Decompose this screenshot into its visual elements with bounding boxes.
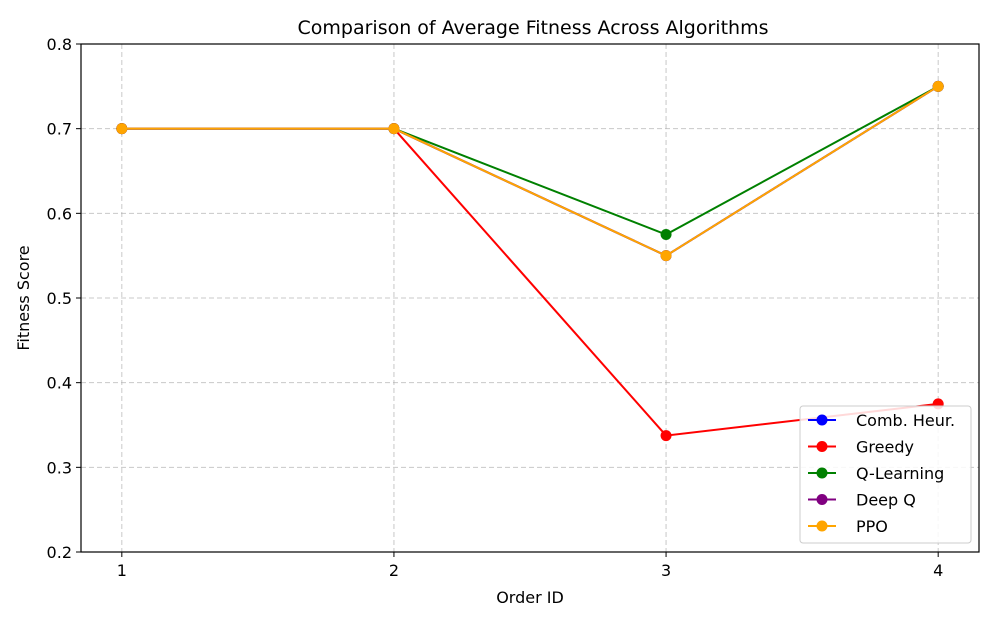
legend-box — [799, 405, 972, 544]
series-comb-heur — [116, 80, 944, 262]
series-line — [121, 85, 939, 257]
legend-label: Greedy — [856, 438, 914, 457]
series-line — [121, 85, 939, 257]
y-axis-ticks: 0.2 0.3 0.4 0.5 0.6 0.7 0.8 — [47, 35, 81, 562]
legend-entry: PPO — [808, 517, 888, 536]
series-line — [121, 85, 939, 257]
data-point — [660, 430, 672, 442]
legend-entry: Greedy — [808, 438, 914, 457]
legend-entry: Q-Learning — [808, 464, 944, 483]
data-point — [660, 250, 672, 262]
x-axis-label: Order ID — [496, 588, 564, 607]
series-line — [121, 127, 939, 437]
y-tick-label: 0.3 — [47, 458, 72, 477]
data-point — [116, 123, 128, 135]
y-tick-label: 0.7 — [47, 120, 72, 139]
data-point — [932, 80, 944, 92]
legend-label: Deep Q — [856, 491, 916, 510]
legend-entry: Comb. Heur. — [808, 411, 955, 430]
data-point — [660, 229, 672, 240]
chart-title: Comparison of Average Fitness Across Alg… — [298, 17, 769, 39]
x-tick-label: 2 — [389, 561, 399, 580]
data-point — [388, 123, 400, 135]
series-ppo — [116, 80, 944, 262]
legend-marker — [816, 494, 828, 505]
y-tick-label: 0.5 — [47, 289, 72, 308]
series-greedy — [116, 123, 944, 442]
x-tick-label: 4 — [933, 561, 943, 580]
series-line — [121, 85, 939, 236]
x-tick-label: 1 — [117, 561, 127, 580]
legend: Comb. Heur. Greedy Q-Learning Deep Q PPO — [799, 405, 972, 544]
y-tick-label: 0.8 — [47, 35, 72, 54]
legend-label: PPO — [856, 517, 888, 536]
series-group — [116, 80, 944, 442]
legend-label: Q-Learning — [856, 464, 944, 483]
series-deep-q — [116, 80, 944, 262]
y-axis-label: Fitness Score — [14, 245, 33, 350]
x-tick-label: 3 — [661, 561, 671, 580]
legend-marker — [816, 441, 828, 452]
y-tick-label: 0.2 — [47, 543, 72, 562]
x-axis-ticks: 1 2 3 4 — [117, 552, 943, 580]
legend-marker — [816, 467, 828, 479]
legend-entry: Deep Q — [808, 491, 916, 510]
legend-label: Comb. Heur. — [856, 411, 955, 430]
legend-marker — [816, 414, 828, 426]
y-tick-label: 0.4 — [47, 374, 72, 393]
y-tick-label: 0.6 — [47, 204, 72, 223]
legend-marker — [816, 520, 828, 532]
